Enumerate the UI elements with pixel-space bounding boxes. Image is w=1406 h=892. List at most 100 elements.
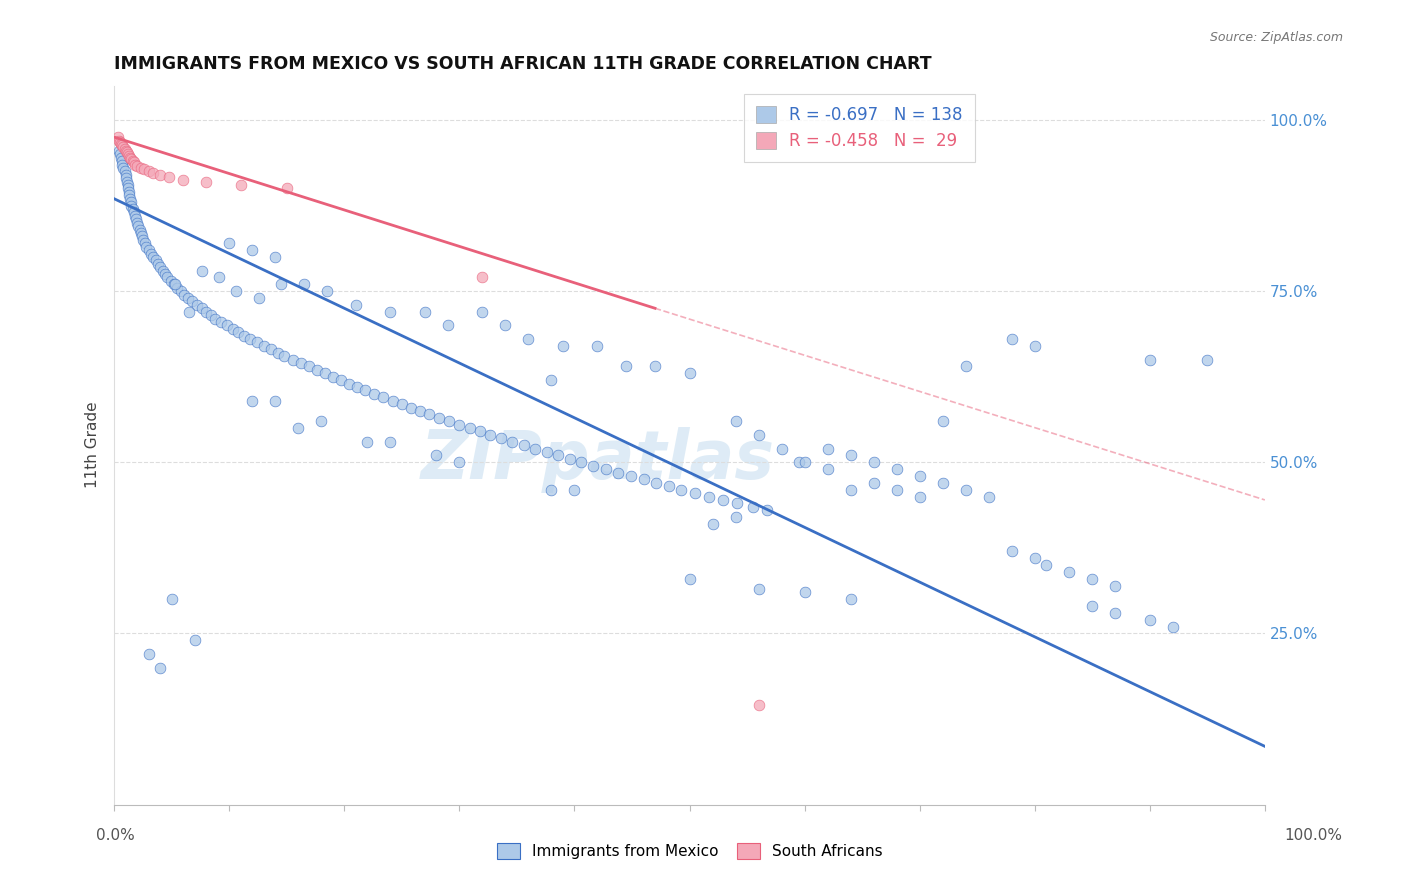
- Point: [787, 455, 810, 469]
- Point: [702, 516, 724, 531]
- Point: [1081, 599, 1104, 613]
- Point: [172, 172, 194, 186]
- Point: [159, 274, 181, 288]
- Point: [127, 159, 149, 173]
- Text: 0.0%: 0.0%: [96, 828, 135, 843]
- Point: [264, 250, 287, 264]
- Point: [862, 475, 884, 490]
- Point: [114, 171, 136, 186]
- Text: IMMIGRANTS FROM MEXICO VS SOUTH AFRICAN 11TH GRADE CORRELATION CHART: IMMIGRANTS FROM MEXICO VS SOUTH AFRICAN …: [114, 55, 932, 73]
- Point: [138, 243, 160, 257]
- Legend: R = -0.697   N = 138, R = -0.458   N =  29: R = -0.697 N = 138, R = -0.458 N = 29: [744, 95, 974, 162]
- Point: [614, 359, 637, 374]
- Point: [346, 380, 368, 394]
- Point: [135, 240, 157, 254]
- Point: [145, 253, 167, 268]
- Point: [644, 359, 666, 374]
- Point: [1001, 332, 1024, 346]
- Point: [839, 592, 862, 607]
- Point: [955, 359, 977, 374]
- Point: [931, 475, 953, 490]
- Point: [152, 263, 174, 277]
- Y-axis label: 11th Grade: 11th Grade: [86, 402, 100, 489]
- Point: [142, 250, 165, 264]
- Point: [131, 229, 153, 244]
- Point: [112, 140, 135, 154]
- Point: [380, 434, 402, 449]
- Point: [118, 148, 141, 162]
- Point: [1001, 544, 1024, 558]
- Point: [1024, 551, 1046, 566]
- Point: [190, 263, 212, 277]
- Point: [121, 154, 143, 169]
- Point: [409, 404, 432, 418]
- Point: [125, 212, 148, 227]
- Point: [229, 178, 252, 192]
- Point: [222, 322, 245, 336]
- Point: [633, 472, 655, 486]
- Point: [165, 277, 187, 292]
- Point: [273, 349, 295, 363]
- Point: [190, 301, 212, 316]
- Point: [114, 168, 136, 182]
- Point: [558, 451, 581, 466]
- Point: [127, 219, 149, 234]
- Point: [270, 277, 292, 292]
- Point: [166, 281, 188, 295]
- Point: [298, 359, 321, 374]
- Point: [931, 414, 953, 428]
- Point: [322, 369, 344, 384]
- Point: [425, 449, 447, 463]
- Point: [839, 483, 862, 497]
- Point: [138, 164, 160, 178]
- Point: [645, 475, 668, 490]
- Point: [139, 246, 162, 260]
- Point: [120, 198, 142, 212]
- Point: [344, 298, 367, 312]
- Point: [501, 434, 523, 449]
- Point: [246, 335, 269, 350]
- Point: [240, 393, 263, 408]
- Point: [111, 157, 134, 171]
- Point: [569, 455, 592, 469]
- Point: [678, 366, 700, 380]
- Point: [977, 490, 1000, 504]
- Point: [118, 185, 141, 199]
- Point: [862, 455, 884, 469]
- Point: [122, 155, 145, 169]
- Point: [134, 236, 156, 251]
- Point: [117, 147, 139, 161]
- Point: [685, 486, 707, 500]
- Point: [595, 462, 617, 476]
- Point: [671, 483, 693, 497]
- Point: [184, 633, 207, 648]
- Point: [173, 287, 195, 301]
- Point: [540, 373, 562, 387]
- Point: [437, 318, 460, 333]
- Point: [157, 169, 180, 184]
- Point: [208, 270, 231, 285]
- Point: [107, 144, 129, 158]
- Point: [195, 175, 218, 189]
- Text: Source: ZipAtlas.com: Source: ZipAtlas.com: [1209, 31, 1343, 45]
- Point: [489, 431, 512, 445]
- Point: [170, 284, 193, 298]
- Point: [163, 277, 186, 292]
- Point: [156, 270, 179, 285]
- Point: [886, 462, 908, 476]
- Point: [108, 135, 131, 149]
- Point: [209, 315, 232, 329]
- Point: [381, 393, 404, 408]
- Point: [122, 205, 145, 219]
- Point: [287, 421, 309, 435]
- Point: [564, 483, 586, 497]
- Point: [177, 304, 200, 318]
- Point: [678, 572, 700, 586]
- Point: [149, 660, 172, 674]
- Point: [264, 393, 287, 408]
- Point: [228, 325, 250, 339]
- Point: [142, 166, 165, 180]
- Point: [468, 425, 491, 439]
- Point: [748, 698, 770, 713]
- Point: [316, 284, 339, 298]
